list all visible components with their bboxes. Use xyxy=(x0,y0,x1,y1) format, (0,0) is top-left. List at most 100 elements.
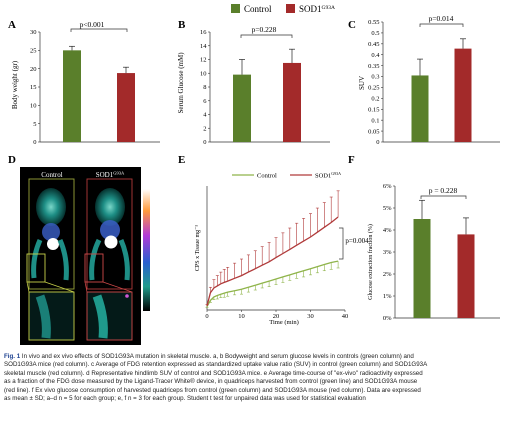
y-tick-label-b: 14 xyxy=(200,43,207,50)
legend-label-control: Control xyxy=(244,4,272,14)
bar-c-sod xyxy=(454,48,472,143)
panel-letter-e: E xyxy=(178,154,185,166)
control-hindlimb-left xyxy=(31,238,43,279)
y-tick-label-b: 4 xyxy=(203,112,207,119)
significance-bracket-b xyxy=(240,34,293,38)
panel-letter-f: F xyxy=(348,154,355,166)
control-zoom-connector-1 xyxy=(26,281,30,293)
pet-col-label-control: Control xyxy=(41,171,62,179)
y-tick-label-a: 25 xyxy=(30,48,37,55)
legend-swatch-sod xyxy=(286,4,295,13)
chart-e-time-course: Control SOD1G93A p=0.004 CPS x Tissue mg… xyxy=(195,171,369,326)
significance-bracket-f xyxy=(420,195,467,199)
control-zoom-source xyxy=(26,253,46,283)
bar-a-sod xyxy=(117,73,135,142)
y-tick-label-f: 2% xyxy=(383,271,392,278)
control-hindlimb-right xyxy=(57,238,69,281)
suv-scale-min: 0 xyxy=(145,314,149,322)
control-zoom-limb xyxy=(35,294,51,339)
y-tick-label-b: 6 xyxy=(203,98,207,105)
sod-bladder-hotspot xyxy=(104,235,118,249)
y-tick-label-b: 0 xyxy=(203,139,206,146)
panel-letter-a: A xyxy=(8,19,16,31)
y-tick-label-a: 15 xyxy=(30,84,37,91)
bar-f-control xyxy=(413,219,431,318)
bar-b-control xyxy=(233,74,251,142)
sod-mouse-body xyxy=(95,188,125,226)
y-axis-label-f: Glucose extraction fraction (%) xyxy=(367,224,374,300)
y-tick-label-a: 20 xyxy=(30,66,37,73)
bar-a-control xyxy=(63,50,81,143)
sod-hindlimb-left xyxy=(89,238,102,281)
suv-color-scale xyxy=(143,189,150,311)
y-axis-label-a: Body weight (gr) xyxy=(11,60,19,109)
panel-letter-b: B xyxy=(178,19,186,31)
chart-c-suv: p=0.014 SUV 0 0.05 0.1 0.15 0.2 0.25 0.3 0.35 0.… xyxy=(358,14,500,146)
sod-zoom-hotspot xyxy=(125,294,129,298)
caption-line-4: as a fraction of the FDG dose measured b… xyxy=(4,378,418,386)
p-value-f: p = 0.228 xyxy=(429,186,458,195)
y-tick-label-c: 0.3 xyxy=(371,74,379,81)
series-line-e-control xyxy=(206,260,339,307)
y-tick-label-c: 0.4 xyxy=(371,52,380,59)
y-tick-label-b: 10 xyxy=(200,70,207,77)
legend-label-sod: SOD1G93A xyxy=(299,4,335,14)
y-tick-label-c: 0.1 xyxy=(371,117,379,124)
y-tick-label-f: 5% xyxy=(383,205,392,212)
y-tick-label-b: 8 xyxy=(203,84,206,91)
x-tick-label-e: 0 xyxy=(205,313,208,320)
x-axis-label-e: Time (min) xyxy=(269,319,299,326)
sod-hindlimb-right xyxy=(118,238,130,281)
control-zoom-image xyxy=(28,291,75,341)
significance-bracket-a xyxy=(70,28,128,32)
sod-zoom-limb xyxy=(92,294,108,339)
y-tick-label-f: 1% xyxy=(383,293,392,300)
sod-mouse-abdomen xyxy=(100,220,120,240)
caption-line-2: SOD1G93A mice (red column). c Average of… xyxy=(4,361,428,369)
y-tick-label-c: 0.05 xyxy=(368,128,379,135)
p-value-a: p<0.001 xyxy=(80,20,105,29)
caption-line-6: as mean ± SD; a–d n = 5 for each group; … xyxy=(4,395,366,403)
control-roi-box xyxy=(28,178,75,290)
y-tick-label-a: 30 xyxy=(30,29,37,36)
legend: Control SOD1G93A xyxy=(231,4,335,14)
caption-label: Fig. 1 xyxy=(4,353,21,360)
p-value-e: p=0.004 xyxy=(345,237,369,245)
caption-line-1: In vivo and ex vivo effects of SOD1G93A … xyxy=(21,353,414,360)
caption-line-3: skeletal muscle (red column). d Represen… xyxy=(4,369,423,377)
suv-scale-label: SUV xyxy=(154,243,162,257)
control-zoom-connector-2 xyxy=(44,281,75,293)
panel-letter-c: C xyxy=(348,19,356,31)
y-tick-label-c: 0.15 xyxy=(368,106,379,113)
x-tick-label-e: 40 xyxy=(342,313,349,320)
chart-b-serum-glucose: p=0.228 Serum Glucose (mM) 0 2 4 6 8 10 12 14 16 xyxy=(177,25,330,146)
significance-bracket-c xyxy=(419,23,464,27)
p-value-c: p=0.014 xyxy=(429,14,454,23)
significance-bracket-e xyxy=(339,227,344,260)
y-axis-label-b: Serum Glucose (mM) xyxy=(177,52,185,114)
y-tick-label-c: 0.5 xyxy=(371,30,379,37)
legend-swatch-control xyxy=(231,4,240,13)
x-tick-label-e: 20 xyxy=(273,313,280,320)
y-tick-label-b: 16 xyxy=(200,29,207,36)
bar-f-sod xyxy=(457,234,475,318)
bar-c-control xyxy=(411,75,429,142)
figure-caption: Fig. 1 In vivo and ex vivo effects of SO… xyxy=(4,353,504,403)
y-tick-label-a: 10 xyxy=(30,103,37,110)
control-mouse-body xyxy=(36,188,66,226)
y-axis-label-e: CPS x Tissue mg⁻¹ xyxy=(195,225,201,271)
sod-zoom-connector-2 xyxy=(102,281,133,293)
x-tick-label-e: 10 xyxy=(238,313,245,320)
y-tick-label-c: 0.2 xyxy=(371,96,379,103)
pet-col-label-sod: SOD1G93A xyxy=(96,171,125,180)
sod-zoom-source xyxy=(84,253,104,283)
y-tick-label-f: 6% xyxy=(383,183,392,190)
pet-image-panel: Control SOD1G93A 3 0 SUV xyxy=(20,167,162,345)
y-tick-label-b: 2 xyxy=(203,125,206,132)
y-tick-label-c: 0 xyxy=(376,139,379,146)
control-bladder-hotspot xyxy=(47,238,59,250)
suv-scale-max: 3 xyxy=(145,180,149,188)
bar-b-sod xyxy=(283,62,301,142)
y-tick-label-f: 0% xyxy=(383,315,392,322)
